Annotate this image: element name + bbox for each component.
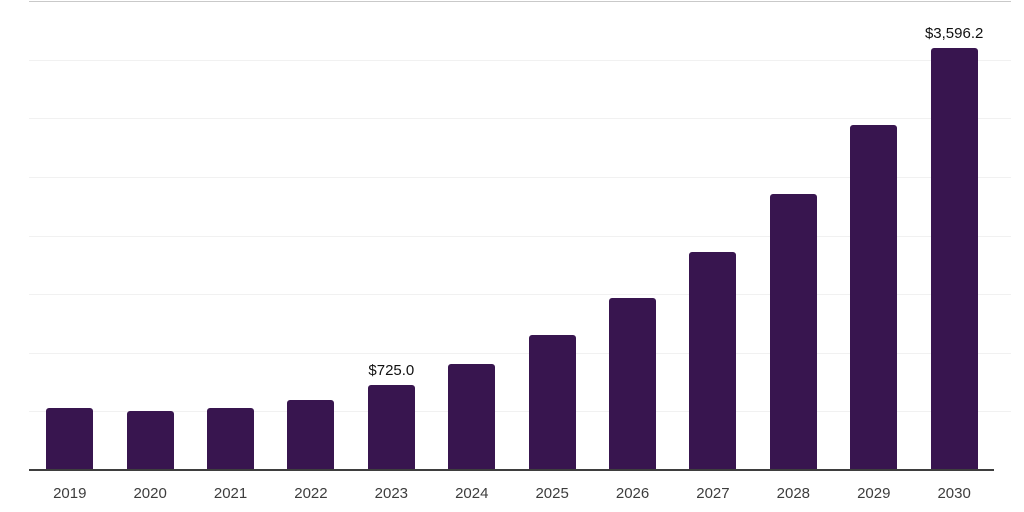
bar-value-label-2030: $3,596.2 (924, 25, 984, 43)
gridline-2000 (29, 235, 1011, 237)
bar-2021 (207, 408, 255, 470)
gridline-3000 (29, 118, 1011, 120)
x-tick-label-2021: 2021 (213, 485, 248, 502)
gridline-2500 (29, 176, 1011, 178)
x-tick-label-2020: 2020 (133, 485, 167, 502)
bar-2019 (46, 408, 94, 470)
bar-value-label-2023: $725.0 (368, 361, 415, 379)
bar-2030 (930, 48, 978, 470)
x-tick-label-2030: 2030 (937, 485, 971, 502)
bar-2023 (367, 384, 415, 470)
x-axis-line (29, 469, 994, 471)
bar-2029 (850, 125, 898, 470)
gridline-3500 (29, 59, 1011, 61)
bar-2022 (287, 400, 335, 470)
x-tick-label-2025: 2025 (535, 485, 569, 502)
gridline-1000 (29, 352, 1011, 354)
x-tick-label-2022: 2022 (294, 485, 328, 502)
bar-2027 (689, 251, 737, 470)
x-tick-label-2019: 2019 (53, 485, 87, 502)
x-tick-label-2023: 2023 (374, 485, 409, 502)
x-tick-label-2024: 2024 (455, 485, 489, 502)
gridline-500 (29, 411, 1011, 413)
bar-2020 (126, 410, 174, 470)
x-tick-label-2027: 2027 (696, 485, 730, 502)
bar-2026 (609, 298, 657, 470)
x-tick-label-2029: 2029 (857, 485, 891, 502)
x-tick-label-2026: 2026 (615, 485, 650, 502)
bar-2024 (448, 364, 496, 470)
bar-2025 (528, 335, 576, 470)
x-tick-label-2028: 2028 (776, 485, 811, 502)
gridline-1500 (29, 294, 1011, 296)
bar-2028 (769, 193, 817, 470)
gridline-4000 (29, 1, 1011, 2)
